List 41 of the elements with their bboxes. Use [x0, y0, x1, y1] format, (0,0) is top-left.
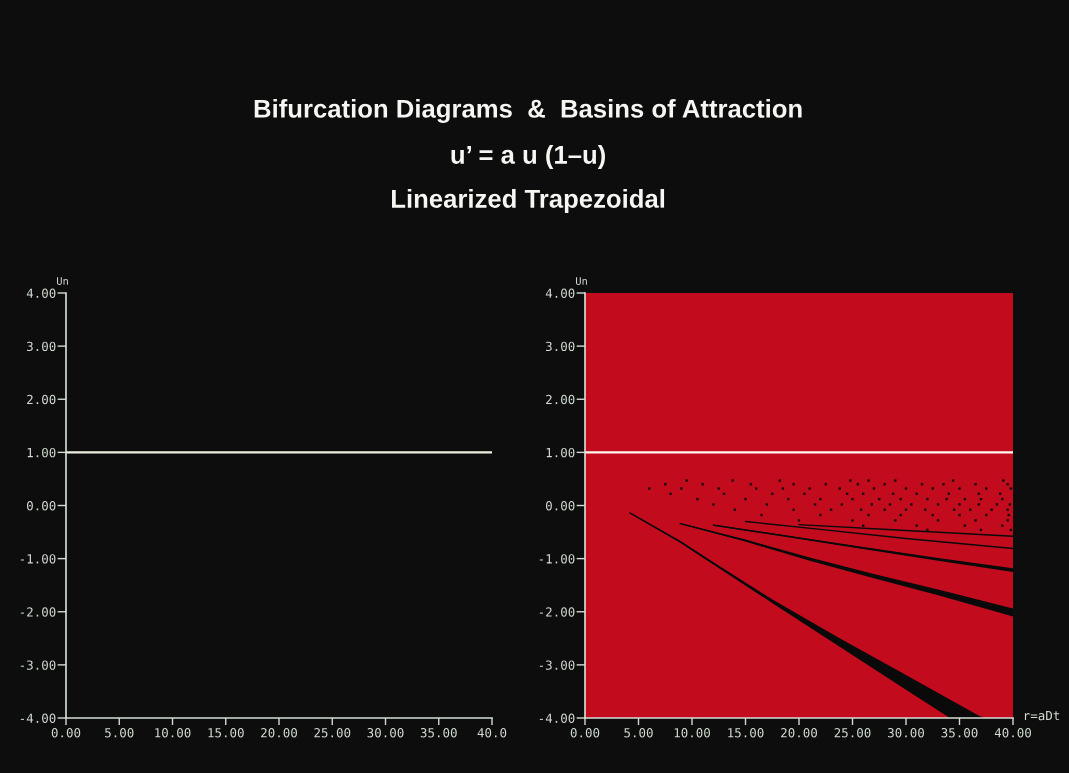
x-tick-label: 40.0	[477, 728, 507, 738]
x-tick-label: 10.00	[674, 728, 710, 738]
y-tick-label: -3.00	[539, 660, 575, 670]
x-tick-label: 25.00	[314, 728, 351, 738]
y-axis-title: Un	[576, 277, 587, 285]
x-tick-label: 10.00	[155, 728, 191, 738]
y-tick-label: -4.00	[539, 713, 575, 723]
y-tick-label: -1.00	[539, 554, 575, 564]
x-tick-label: 5.00	[105, 728, 134, 738]
x-tick-label: 35.00	[941, 728, 978, 738]
x-tick-label: 20.00	[781, 728, 817, 738]
y-tick-label: 1.00	[27, 447, 56, 458]
chart-subtitle: u’ = a u (1–u) Linearized Trapezoidal	[392, 145, 665, 213]
y-tick-label: 2.00	[27, 394, 56, 405]
x-tick-label: 15.00	[208, 728, 244, 738]
y-tick-label: 1.00	[546, 447, 575, 458]
x-tick-label: 15.00	[728, 728, 764, 738]
y-tick-label: -1.00	[20, 554, 56, 564]
y-tick-label: 0.00	[545, 501, 575, 511]
x-tick-label: 40.00	[994, 728, 1031, 738]
y-tick-label: 4.00	[545, 288, 575, 298]
y-tick-label: -4.00	[20, 713, 56, 723]
x-tick-label: 30.00	[888, 728, 924, 738]
chart-title: Bifurcation Diagrams & Basins of Attraction	[254, 98, 802, 124]
y-axis-title: Un	[57, 277, 68, 285]
y-tick-label: 4.00	[26, 288, 56, 298]
y-tick-label: 2.00	[546, 394, 575, 405]
y-tick-label: -3.00	[20, 660, 56, 670]
x-axis-title: r=aDt	[1024, 710, 1060, 721]
y-tick-label: 3.00	[546, 341, 575, 352]
x-tick-label: 20.00	[261, 728, 297, 738]
y-tick-label: -2.00	[20, 607, 56, 617]
x-tick-label: 0.00	[51, 728, 81, 738]
x-tick-label: 0.00	[570, 728, 600, 738]
x-tick-label: 30.00	[367, 728, 404, 738]
x-tick-label: 35.00	[420, 728, 457, 738]
y-tick-label: -2.00	[539, 607, 575, 617]
y-tick-label: 3.00	[27, 341, 56, 352]
y-tick-label: 0.00	[26, 501, 56, 511]
x-tick-label: 5.00	[624, 728, 653, 738]
x-tick-label: 25.00	[834, 728, 871, 738]
